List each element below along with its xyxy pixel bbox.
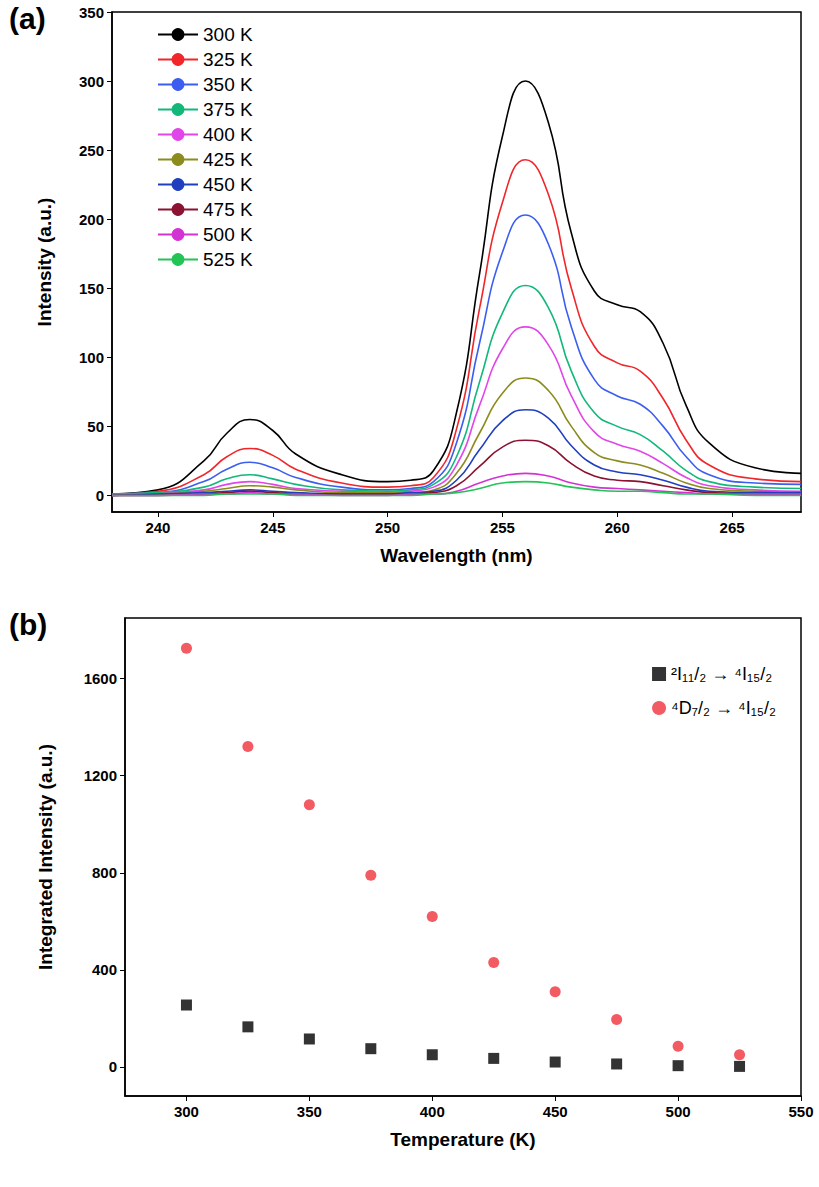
svg-text:525 K: 525 K [203,249,253,270]
svg-text:150: 150 [79,280,104,297]
svg-text:⁴D₇/₂ → ⁴I₁₅/₂: ⁴D₇/₂ → ⁴I₁₅/₂ [671,698,776,718]
svg-text:Wavelength (nm): Wavelength (nm) [380,545,532,566]
svg-text:0: 0 [96,487,104,504]
svg-text:(a): (a) [9,2,46,35]
svg-text:350: 350 [297,1103,322,1120]
svg-text:Integrated Intensity (a.u.): Integrated Intensity (a.u.) [35,744,56,970]
svg-text:0: 0 [109,1058,117,1075]
svg-text:425 K: 425 K [203,149,253,170]
svg-text:300: 300 [79,73,104,90]
svg-text:Intensity (a.u.): Intensity (a.u.) [34,198,55,327]
svg-text:265: 265 [720,519,745,536]
svg-text:²I₁₁/₂ → ⁴I₁₅/₂: ²I₁₁/₂ → ⁴I₁₅/₂ [671,664,772,684]
svg-text:50: 50 [87,418,104,435]
svg-text:260: 260 [605,519,630,536]
svg-text:375 K: 375 K [203,99,253,120]
svg-text:1200: 1200 [84,767,117,784]
svg-text:325 K: 325 K [203,49,253,70]
svg-text:350 K: 350 K [203,74,253,95]
svg-text:250: 250 [79,142,104,159]
svg-text:245: 245 [260,519,285,536]
svg-text:550: 550 [788,1103,813,1120]
svg-text:350: 350 [79,4,104,21]
svg-text:(b): (b) [9,608,47,641]
svg-text:250: 250 [375,519,400,536]
svg-text:450 K: 450 K [203,174,253,195]
svg-text:400: 400 [420,1103,445,1120]
svg-text:Temperature (K): Temperature (K) [390,1129,535,1150]
svg-text:100: 100 [79,349,104,366]
svg-text:500: 500 [666,1103,691,1120]
svg-text:1600: 1600 [84,670,117,687]
svg-text:300: 300 [174,1103,199,1120]
svg-text:400: 400 [92,961,117,978]
svg-text:800: 800 [92,864,117,881]
svg-text:255: 255 [490,519,515,536]
svg-text:300 K: 300 K [203,24,253,45]
svg-text:450: 450 [543,1103,568,1120]
svg-text:240: 240 [145,519,170,536]
svg-text:475 K: 475 K [203,199,253,220]
svg-text:400 K: 400 K [203,124,253,145]
svg-text:200: 200 [79,211,104,228]
svg-text:500 K: 500 K [203,224,253,245]
